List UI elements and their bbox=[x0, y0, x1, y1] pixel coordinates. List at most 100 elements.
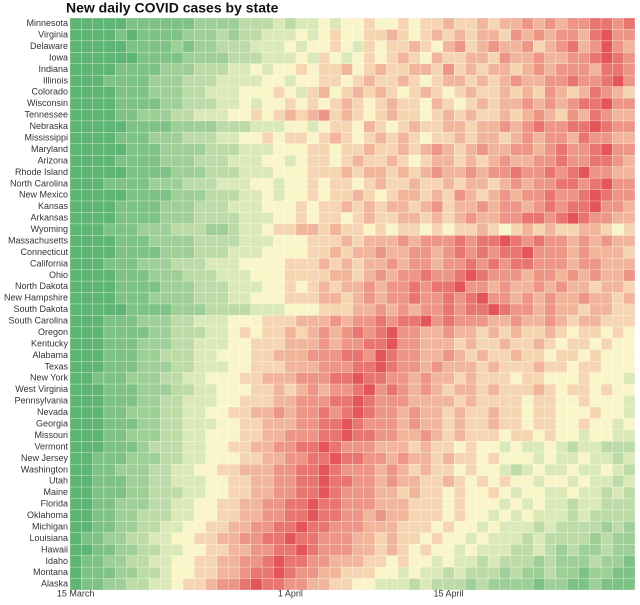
heat-cell bbox=[578, 326, 591, 339]
heat-cell bbox=[374, 361, 387, 373]
heat-cell bbox=[555, 372, 568, 385]
heat-cell bbox=[442, 498, 455, 511]
heat-cell bbox=[227, 143, 240, 156]
heat-cell bbox=[205, 292, 218, 305]
heat-cell bbox=[476, 155, 489, 167]
heat-cell bbox=[341, 544, 353, 556]
heat-cell bbox=[397, 498, 410, 511]
heat-cell bbox=[567, 555, 579, 568]
heat-cell bbox=[114, 166, 127, 179]
heat-cell bbox=[182, 578, 195, 591]
heat-cell bbox=[454, 486, 466, 499]
heat-cell bbox=[487, 189, 500, 202]
heat-cell bbox=[160, 166, 172, 179]
heat-cell bbox=[250, 86, 263, 99]
heat-cell bbox=[137, 109, 150, 122]
heat-cell bbox=[250, 578, 263, 591]
heat-cell bbox=[148, 383, 161, 396]
heat-cell bbox=[374, 97, 387, 110]
heat-cell bbox=[261, 338, 274, 350]
heat-cell bbox=[81, 441, 93, 453]
heat-cell bbox=[261, 177, 274, 190]
heat-cell bbox=[182, 452, 195, 465]
heat-cell bbox=[374, 555, 387, 568]
heat-cell bbox=[465, 441, 478, 453]
heat-cell bbox=[420, 395, 432, 408]
heat-cell bbox=[499, 303, 511, 316]
heat-cell bbox=[363, 200, 376, 213]
heat-cell bbox=[171, 475, 184, 488]
heat-cell bbox=[216, 177, 229, 190]
heat-cell bbox=[307, 223, 319, 236]
heat-cell bbox=[589, 395, 602, 408]
heat-cell bbox=[408, 555, 421, 568]
heat-cell bbox=[397, 109, 410, 122]
heat-cell bbox=[386, 338, 398, 350]
heat-cell bbox=[182, 326, 195, 339]
heat-cell bbox=[171, 109, 184, 122]
heat-cell bbox=[126, 235, 139, 248]
heat-cell bbox=[476, 315, 489, 328]
heat-cell bbox=[126, 532, 139, 545]
heat-cell bbox=[81, 532, 93, 545]
heat-cell bbox=[578, 452, 591, 465]
heat-cell bbox=[171, 17, 184, 30]
heat-cell bbox=[284, 63, 297, 76]
heat-cell bbox=[442, 406, 455, 419]
heat-cell bbox=[544, 17, 557, 30]
x-tick-label: 15 March bbox=[57, 588, 95, 598]
heat-cell bbox=[408, 509, 421, 522]
heat-cell bbox=[126, 418, 139, 431]
heat-cell bbox=[295, 269, 308, 282]
heat-cell bbox=[600, 40, 613, 53]
heat-cell bbox=[623, 235, 636, 248]
heat-cell bbox=[465, 509, 478, 522]
heat-cell bbox=[510, 97, 523, 110]
heat-cell bbox=[612, 63, 624, 76]
heat-cell bbox=[499, 441, 511, 453]
heat-cell bbox=[487, 303, 500, 316]
heat-cell bbox=[92, 212, 105, 225]
heat-cell bbox=[555, 212, 568, 225]
heat-cell bbox=[465, 120, 478, 133]
heat-cell bbox=[431, 246, 444, 259]
heat-cell bbox=[194, 280, 206, 293]
heat-cell bbox=[103, 223, 116, 236]
heat-cell bbox=[261, 132, 274, 145]
heat-cell bbox=[273, 315, 285, 328]
heat-cell bbox=[578, 555, 591, 568]
heat-cell bbox=[329, 429, 342, 442]
heat-cell bbox=[69, 429, 82, 442]
heat-cell bbox=[544, 441, 557, 453]
heat-cell bbox=[521, 258, 534, 270]
heat-cell bbox=[295, 475, 308, 488]
heat-cell bbox=[578, 349, 591, 362]
heat-cell bbox=[216, 120, 229, 133]
heat-cell bbox=[555, 441, 568, 453]
heat-cell bbox=[420, 429, 432, 442]
heat-cell bbox=[374, 544, 387, 556]
heat-cell bbox=[295, 189, 308, 202]
heat-cell bbox=[589, 509, 602, 522]
heat-cell bbox=[600, 326, 613, 339]
y-tick-label: Georgia bbox=[36, 418, 68, 428]
heat-cell bbox=[318, 235, 331, 248]
heat-cell bbox=[465, 544, 478, 556]
heat-cell bbox=[408, 143, 421, 156]
heat-cell bbox=[374, 338, 387, 350]
heat-cell bbox=[284, 74, 297, 87]
heat-cell bbox=[239, 463, 252, 476]
heat-cell bbox=[420, 544, 432, 556]
heat-cell bbox=[103, 578, 116, 591]
heat-cell bbox=[171, 269, 184, 282]
heat-cell bbox=[307, 361, 319, 373]
heat-cell bbox=[182, 246, 195, 259]
heat-cell bbox=[533, 441, 545, 453]
heat-cell bbox=[431, 349, 444, 362]
heat-cell bbox=[420, 235, 432, 248]
heat-cell bbox=[431, 498, 444, 511]
heat-cell bbox=[612, 120, 624, 133]
heat-cell bbox=[261, 566, 274, 579]
heat-cell bbox=[307, 544, 319, 556]
heat-cell bbox=[352, 315, 365, 328]
